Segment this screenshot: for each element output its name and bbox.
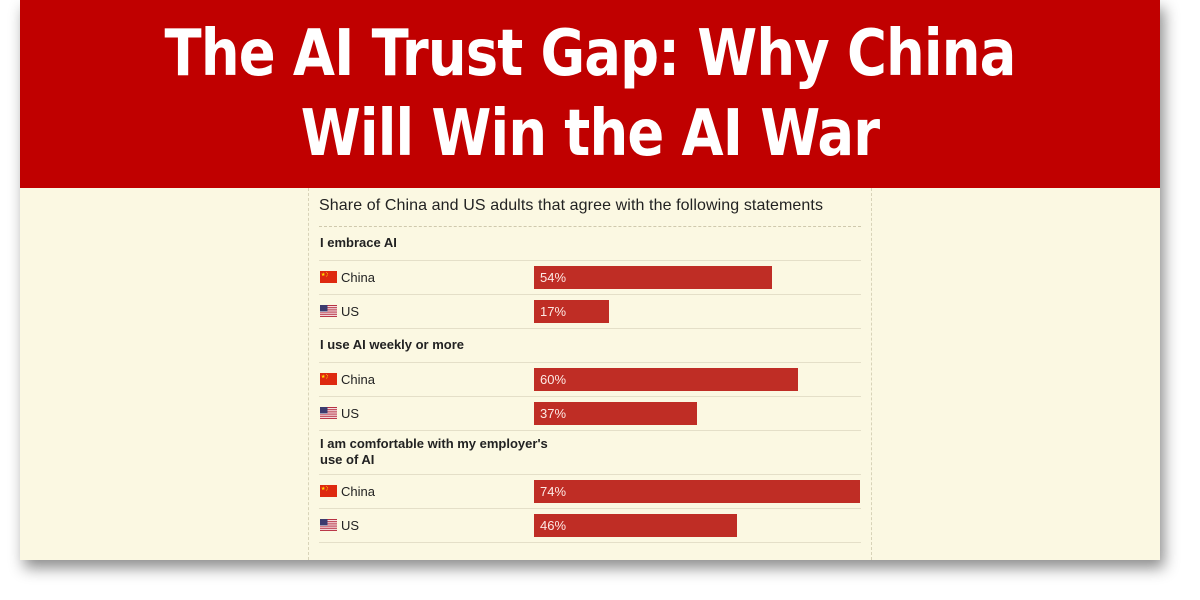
- country-label: China: [320, 269, 375, 285]
- bar-value-label: 74%: [540, 484, 567, 499]
- row-divider: [319, 328, 861, 329]
- china-flag-icon: [320, 271, 337, 283]
- chart-panel: Share of China and US adults that agree …: [308, 188, 872, 560]
- bar-value-label: 46%: [540, 518, 567, 533]
- bar: 54%: [534, 266, 772, 289]
- row-divider: [319, 396, 861, 397]
- row-divider: [319, 294, 861, 295]
- bar-value-label: 54%: [540, 270, 567, 285]
- bar-value-label: 17%: [540, 304, 567, 319]
- country-label: China: [320, 371, 375, 387]
- us-flag-icon: [320, 407, 337, 419]
- row-divider: [319, 474, 861, 475]
- subtitle-divider: [319, 226, 861, 227]
- row-divider: [319, 508, 861, 509]
- bar: 74%: [534, 480, 860, 503]
- country-name: US: [341, 517, 360, 533]
- row-divider: [319, 260, 861, 261]
- country-label: China: [320, 483, 375, 499]
- us-flag-icon: [320, 519, 337, 531]
- bar-value-label: 37%: [540, 406, 567, 421]
- country-name: US: [341, 405, 360, 421]
- row-divider: [319, 362, 861, 363]
- us-flag-icon: [320, 305, 337, 317]
- country-name: China: [341, 269, 375, 285]
- country-label: US: [320, 303, 359, 319]
- country-name: US: [341, 303, 360, 319]
- bar: 17%: [534, 300, 609, 323]
- group-label: I embrace AI: [320, 235, 397, 250]
- country-name: China: [341, 371, 375, 387]
- row-divider: [319, 430, 861, 431]
- china-flag-icon: [320, 485, 337, 497]
- bar: 37%: [534, 402, 697, 425]
- bar: 46%: [534, 514, 737, 537]
- page-title: The AI Trust Gap: Why China Will Win the…: [164, 17, 1017, 171]
- group-label: I use AI weekly or more: [320, 337, 465, 352]
- bar: 60%: [534, 368, 798, 391]
- article-card: The AI Trust Gap: Why China Will Win the…: [20, 0, 1160, 560]
- china-flag-icon: [320, 373, 337, 385]
- chart-subtitle: Share of China and US adults that agree …: [319, 197, 824, 214]
- country-label: US: [320, 405, 359, 421]
- country-label: US: [320, 517, 359, 533]
- country-name: China: [341, 483, 375, 499]
- title-banner: The AI Trust Gap: Why China Will Win the…: [20, 0, 1160, 188]
- group-label: I am comfortable with my employer's use …: [320, 436, 548, 467]
- bar-value-label: 60%: [540, 372, 567, 387]
- row-divider: [319, 542, 861, 543]
